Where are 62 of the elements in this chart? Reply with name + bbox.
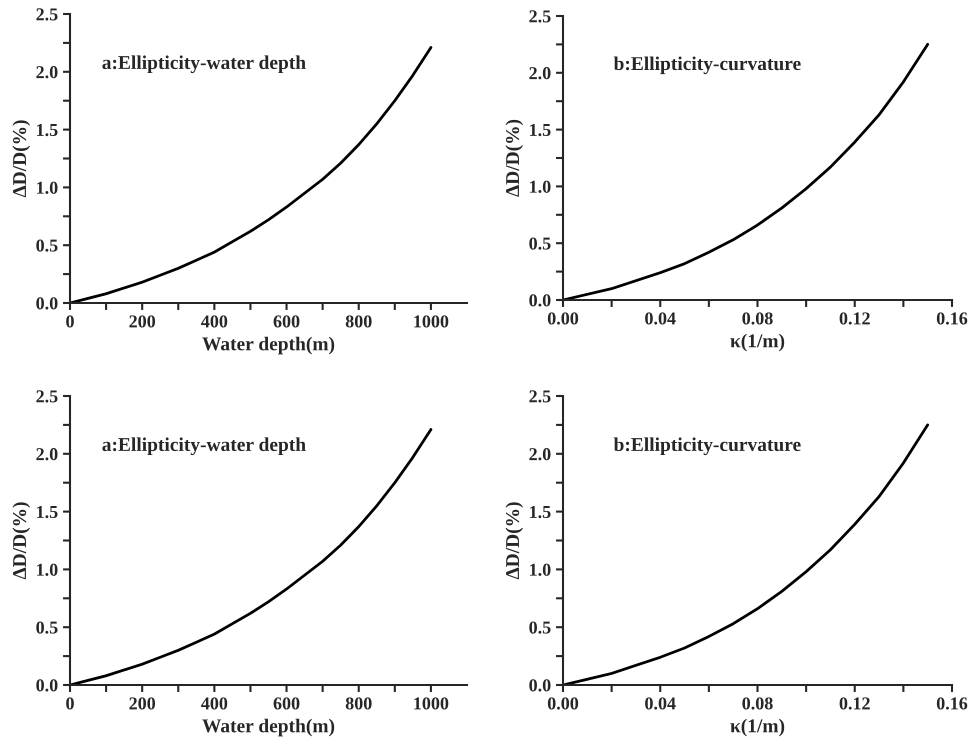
y-axis-title: ΔD/D(%): [12, 120, 30, 198]
y-tick-label: 1.0: [37, 182, 58, 194]
y-tick-label: 1.0: [37, 564, 58, 576]
x-tick-label: 200: [129, 697, 156, 710]
x-tick-label: 0.04: [645, 312, 676, 325]
x-axis-title: Water depth(m): [202, 718, 334, 736]
line-series: [563, 424, 930, 685]
annotation: a:Ellipticity-water depth: [102, 437, 306, 456]
x-tick-label: 0.12: [840, 312, 870, 325]
x-axis-title: κ(1/m): [730, 334, 784, 352]
y-tick-label: 1.5: [530, 506, 551, 518]
x-tick-label: 1000: [414, 315, 448, 328]
y-tick-label: 2.5: [529, 10, 551, 23]
x-tick-label: 0.16: [936, 697, 968, 710]
x-tick-label: 800: [346, 697, 372, 710]
y-axis-title: ΔD/D(%): [12, 502, 30, 580]
x-tick-label: 600: [274, 697, 300, 710]
y-tick-label: 2.0: [529, 67, 551, 80]
y-tick-label: 2.5: [529, 390, 551, 403]
y-tick-label: 1.0: [530, 564, 551, 576]
x-tick-label: 200: [129, 315, 156, 328]
x-tick-label: 0.00: [548, 312, 578, 325]
y-tick-label: 0.5: [36, 239, 58, 252]
y-tick-label: 0.0: [36, 297, 58, 310]
y-tick-label: 2.5: [36, 390, 58, 403]
y-tick-label: 2.5: [36, 8, 58, 21]
line-series: [563, 43, 930, 300]
y-tick-label: 0.5: [529, 237, 551, 250]
x-axis-title: κ(1/m): [730, 718, 784, 736]
x-tick-label: 0.16: [936, 312, 968, 325]
annotation: a:Ellipticity-water depth: [102, 55, 306, 74]
y-tick-label: 0.0: [529, 679, 551, 692]
y-tick-label: 0.0: [36, 679, 58, 692]
y-tick-label: 0.0: [529, 294, 551, 307]
x-tick-label: 600: [274, 315, 300, 328]
y-tick-label: 2.0: [529, 448, 551, 460]
x-tick-label: 0: [66, 315, 74, 328]
y-tick-label: 2.0: [36, 66, 58, 78]
y-tick-label: 1.0: [530, 180, 551, 193]
x-tick-label: 0.12: [840, 697, 870, 710]
x-axis-title: Water depth(m): [202, 336, 334, 354]
line-series: [70, 428, 432, 685]
x-tick-label: 0.00: [548, 697, 578, 710]
x-tick-label: 0: [66, 697, 74, 710]
x-tick-label: 0.08: [742, 312, 773, 325]
x-tick-label: 400: [201, 697, 228, 710]
x-tick-label: 400: [201, 315, 228, 328]
y-tick-label: 1.5: [37, 506, 58, 518]
x-tick-label: 800: [346, 315, 372, 328]
x-tick-label: 0.08: [742, 697, 773, 710]
y-axis-title: ΔD/D(%): [505, 502, 524, 580]
y-tick-label: 0.5: [36, 621, 58, 634]
x-tick-label: 0.04: [645, 697, 676, 710]
annotation: b:Ellipticity-curvature: [614, 437, 801, 456]
x-tick-label: 1000: [414, 697, 448, 710]
y-axis-title: ΔD/D(%): [505, 120, 524, 197]
y-tick-label: 1.5: [530, 124, 551, 136]
y-tick-label: 2.0: [36, 448, 58, 460]
y-tick-label: 0.5: [529, 621, 551, 634]
annotation: b:Ellipticity-curvature: [614, 56, 801, 74]
y-tick-label: 1.5: [37, 124, 58, 136]
line-series: [70, 46, 432, 303]
